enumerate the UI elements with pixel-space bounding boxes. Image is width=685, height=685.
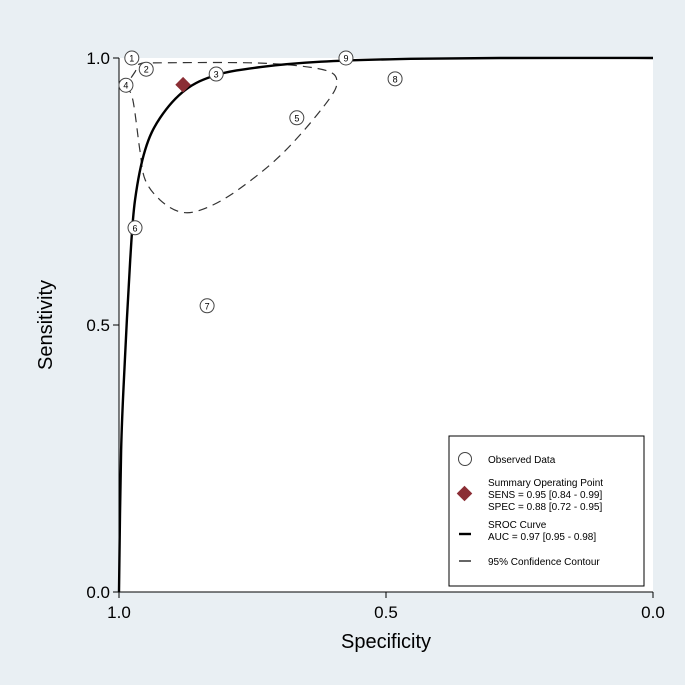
observed-point: 1 xyxy=(124,50,140,66)
observed-point-marker xyxy=(127,220,143,236)
observed-point-label: 3 xyxy=(214,70,219,80)
legend-summary-title: Summary Operating Point xyxy=(488,478,603,489)
x-tick-label: 0.5 xyxy=(374,603,398,622)
y-tick-label: 1.0 xyxy=(86,49,110,68)
observed-point: 6 xyxy=(127,220,143,236)
y-tick-label: 0.0 xyxy=(86,583,110,602)
summary-operating-point xyxy=(175,76,191,93)
legend-sroc-auc: AUC = 0.97 [0.95 - 0.98] xyxy=(488,532,596,543)
observed-point-label: 5 xyxy=(294,113,299,123)
observed-point: 9 xyxy=(338,50,354,66)
observed-point-marker xyxy=(199,298,215,314)
observed-point-marker xyxy=(208,66,224,82)
legend-observed-icon xyxy=(458,452,472,466)
observed-point-label: 7 xyxy=(205,301,210,311)
observed-point-marker xyxy=(124,50,140,66)
legend: Observed Data Summary Operating Point SE… xyxy=(448,435,645,587)
observed-point-label: 1 xyxy=(129,54,134,64)
x-tick-label: 1.0 xyxy=(107,603,131,622)
legend-summary-spec: SPEC = 0.88 [0.72 - 0.95] xyxy=(488,502,602,513)
observed-point: 5 xyxy=(289,110,305,126)
observed-point-marker xyxy=(387,71,403,87)
observed-point-label: 8 xyxy=(393,74,398,84)
observed-point-label: 2 xyxy=(144,65,149,75)
y-axis-label: Sensitivity xyxy=(35,280,57,370)
observed-point-label: 4 xyxy=(123,81,128,91)
x-axis-label: Specificity xyxy=(341,631,431,653)
observed-point-marker xyxy=(338,50,354,66)
legend-sroc-title: SROC Curve xyxy=(488,520,547,531)
observed-point: 8 xyxy=(387,71,403,87)
confidence-contour xyxy=(125,61,338,214)
observed-point-label: 6 xyxy=(133,223,138,233)
x-tick-label: 0.0 xyxy=(641,603,665,622)
legend-contour: 95% Confidence Contour xyxy=(488,557,600,568)
observed-point-marker xyxy=(289,110,305,126)
observed-point-marker xyxy=(118,77,134,93)
observed-point: 3 xyxy=(208,66,224,82)
observed-point-label: 9 xyxy=(343,54,348,64)
sroc-curve xyxy=(117,56,654,593)
legend-summary-sens: SENS = 0.95 [0.84 - 0.99] xyxy=(488,490,602,501)
observed-point: 4 xyxy=(118,77,134,93)
observed-point: 2 xyxy=(138,61,154,77)
legend-observed: Observed Data xyxy=(488,455,556,466)
observed-point: 7 xyxy=(199,298,215,314)
observed-point-marker xyxy=(138,61,154,77)
y-tick-label: 0.5 xyxy=(86,316,110,335)
